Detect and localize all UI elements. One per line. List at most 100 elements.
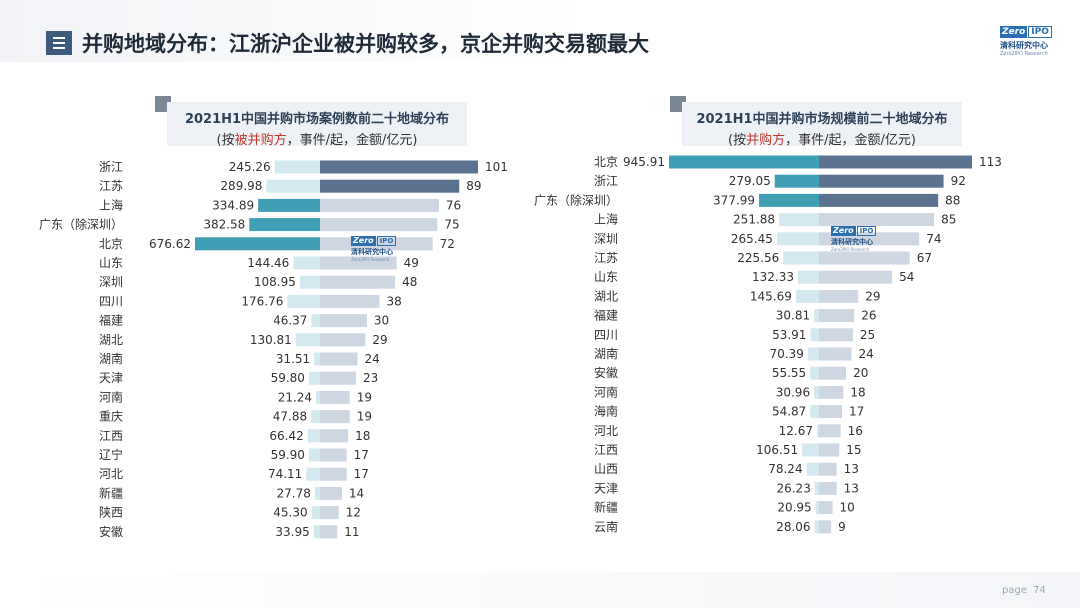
left-amount-bar xyxy=(308,448,320,462)
right-region-label: 浙江 xyxy=(594,174,618,188)
right-case-label: 18 xyxy=(850,385,865,399)
left-region-label: 河南 xyxy=(99,389,123,404)
right-case-label: 13 xyxy=(844,481,859,495)
left-case-label: 89 xyxy=(466,179,481,193)
left-amount-label: 21.24 xyxy=(278,390,312,404)
left-case-bar xyxy=(320,314,367,328)
left-amount-bar xyxy=(306,467,320,481)
left-case-bar xyxy=(320,179,460,193)
right-case-bar xyxy=(819,251,910,265)
left-region-label: 陕西 xyxy=(99,505,123,520)
left-amount-bar xyxy=(311,314,320,328)
left-case-label: 29 xyxy=(372,333,387,347)
left-amount-bar xyxy=(313,525,320,539)
left-case-bar xyxy=(320,198,439,212)
right-case-label: 88 xyxy=(945,193,960,207)
right-amount-bar xyxy=(669,155,819,169)
left-amount-label: 382.58 xyxy=(203,218,245,232)
left-case-label: 17 xyxy=(354,467,369,481)
left-case-label: 101 xyxy=(485,160,508,174)
left-amount-label: 31.51 xyxy=(276,352,310,366)
left-amount-bar xyxy=(299,275,320,289)
left-chart-header: 2021H1中国并购市场案例数前二十地域分布 (按被并购方，事件/起，金额/亿元… xyxy=(167,102,467,148)
left-case-bar xyxy=(320,333,366,347)
left-case-bar xyxy=(320,448,347,462)
right-amount-label: 54.87 xyxy=(772,405,806,419)
right-amount-label: 28.06 xyxy=(776,520,810,534)
logo-name-cn: 清科研究中心 xyxy=(1000,41,1048,50)
right-amount-label: 55.55 xyxy=(772,366,806,380)
left-region-label: 山东 xyxy=(99,256,123,270)
logo-name-en: Zero2IPO Research xyxy=(1000,51,1048,57)
left-case-label: 72 xyxy=(440,237,455,251)
left-amount-label: 59.80 xyxy=(271,371,305,385)
right-region-label: 福建 xyxy=(594,308,618,323)
left-region-label: 重庆 xyxy=(99,410,123,424)
left-amount-label: 74.11 xyxy=(268,467,302,481)
right-amount-bar xyxy=(807,347,819,361)
right-chart-title: 2021H1中国并购市场规模前二十地域分布 xyxy=(696,112,948,127)
right-amount-bar xyxy=(798,270,819,284)
right-region-label: 安徽 xyxy=(594,365,618,380)
right-region-label: 云南 xyxy=(594,519,618,534)
left-region-label: 天津 xyxy=(99,371,123,385)
left-region-label: 辽宁 xyxy=(99,447,123,462)
right-chart-header: 2021H1中国并购市场规模前二十地域分布 (按并购方，事件/起，金额/亿元) xyxy=(682,102,962,148)
right-amount-bar xyxy=(810,366,819,380)
left-region-label: 深圳 xyxy=(99,275,123,289)
right-case-bar xyxy=(819,270,893,284)
left-region-label: 四川 xyxy=(99,294,123,308)
right-case-bar xyxy=(819,520,832,534)
right-amount-label: 251.88 xyxy=(733,213,775,227)
left-case-label: 12 xyxy=(346,506,361,520)
right-case-label: 20 xyxy=(853,366,868,380)
logo-brand2: IPO xyxy=(1028,26,1052,38)
left-case-bar xyxy=(320,294,380,308)
left-case-bar xyxy=(320,160,478,174)
right-case-label: 92 xyxy=(951,174,966,188)
right-amount-bar xyxy=(814,520,819,534)
page-number: page 74 xyxy=(1002,585,1046,596)
right-case-bar xyxy=(819,462,837,476)
right-region-label: 山西 xyxy=(594,462,618,476)
left-amount-bar xyxy=(314,352,320,366)
footer-band xyxy=(0,572,1080,608)
left-case-bar xyxy=(320,275,396,289)
left-amount-bar xyxy=(311,506,320,520)
left-region-label: 福建 xyxy=(99,313,123,328)
left-case-label: 18 xyxy=(355,429,370,443)
left-case-bar xyxy=(320,410,350,424)
right-case-bar xyxy=(819,405,843,419)
left-case-label: 48 xyxy=(402,275,417,289)
right-amount-bar xyxy=(814,481,819,495)
right-amount-label: 12.67 xyxy=(779,424,813,438)
right-case-bar xyxy=(819,385,844,399)
left-amount-bar xyxy=(274,160,320,174)
left-amount-label: 176.76 xyxy=(241,294,283,308)
right-amount-bar xyxy=(806,462,819,476)
left-case-bar xyxy=(320,486,342,500)
left-case-bar xyxy=(320,256,397,270)
right-region-label: 天津 xyxy=(594,481,618,495)
right-region-label: 江苏 xyxy=(594,251,618,265)
left-amount-label: 46.37 xyxy=(273,314,307,328)
menu-icon xyxy=(46,31,72,55)
right-region-label: 山东 xyxy=(594,270,618,284)
left-case-bar xyxy=(320,218,438,232)
left-amount-label: 289.98 xyxy=(220,179,262,193)
left-case-label: 38 xyxy=(386,294,401,308)
left-case-label: 23 xyxy=(363,371,378,385)
right-case-label: 15 xyxy=(846,443,861,457)
left-amount-bar xyxy=(287,294,320,308)
right-case-label: 29 xyxy=(865,289,880,303)
right-chart-subtitle: (按并购方，事件/起，金额/亿元) xyxy=(728,133,916,148)
left-case-bar xyxy=(320,371,356,385)
right-case-bar xyxy=(819,366,847,380)
right-amount-label: 78.24 xyxy=(768,462,802,476)
left-amount-bar xyxy=(307,429,320,443)
right-case-label: 54 xyxy=(899,270,914,284)
left-amount-bar xyxy=(249,218,320,232)
right-case-label: 67 xyxy=(917,251,932,265)
left-case-label: 19 xyxy=(357,390,372,404)
